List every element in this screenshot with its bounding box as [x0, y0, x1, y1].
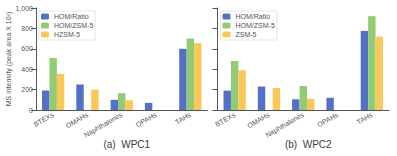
svg-text:200: 200: [21, 86, 33, 93]
svg-text:MS intensity (peak area X 10²): MS intensity (peak area X 10²): [5, 12, 13, 107]
svg-text:HOM/ZSM-5: HOM/ZSM-5: [54, 22, 93, 29]
svg-text:BTEXs: BTEXs: [214, 111, 237, 128]
svg-text:OMAHs: OMAHs: [246, 111, 271, 130]
svg-text:600: 600: [21, 45, 33, 52]
svg-text:BTEXs: BTEXs: [33, 111, 56, 128]
svg-text:OPAHs: OPAHs: [316, 111, 340, 129]
svg-text:HOM/Ratio: HOM/Ratio: [236, 13, 271, 20]
svg-text:ZSM-5: ZSM-5: [236, 31, 257, 38]
svg-text:0: 0: [29, 107, 33, 114]
svg-text:HOM/ZSM-5: HOM/ZSM-5: [236, 22, 275, 29]
svg-text:(a) WPC1: (a) WPC1: [103, 139, 150, 150]
svg-text:HOM/Ratio: HOM/Ratio: [54, 13, 89, 20]
svg-text:OMAHs: OMAHs: [65, 111, 90, 130]
svg-text:OPAHs: OPAHs: [135, 111, 159, 129]
svg-text:Naphthalenes: Naphthalenes: [83, 111, 125, 140]
svg-text:800: 800: [21, 25, 33, 32]
svg-text:400: 400: [21, 66, 33, 73]
svg-text:HZSM-5: HZSM-5: [54, 31, 80, 38]
svg-text:(b) WPC2: (b) WPC2: [285, 139, 332, 150]
svg-text:Naphthalenes: Naphthalenes: [264, 111, 306, 140]
svg-text:1,000: 1,000: [15, 5, 33, 12]
svg-text:TAHs: TAHs: [355, 111, 374, 126]
svg-text:TAHs: TAHs: [174, 111, 193, 126]
